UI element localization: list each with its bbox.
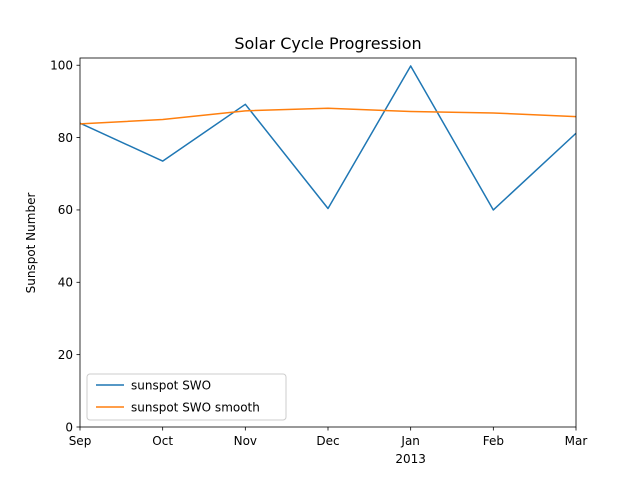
y-tick-label-4: 80: [58, 131, 73, 145]
legend-box: [86, 373, 287, 421]
axes-layer: 0 20 40 60 80 100 Sep Oct Nov Dec Jan Feb Mar 2013: [50, 57, 588, 466]
y-tick-label-2: 40: [58, 276, 73, 290]
x-tick-label-6: Mar: [565, 434, 588, 448]
legend-label-0: sunspot SWO: [131, 379, 211, 393]
series-line-1: [80, 107, 576, 125]
x-tick-label-0: Sep: [69, 434, 92, 448]
y-tick-label-0: 0: [65, 420, 73, 434]
series-layer: [80, 65, 576, 211]
y-axis-label: Sunspot Number: [24, 193, 38, 294]
series-line-0: [80, 65, 576, 211]
x-tick-label-1: Oct: [152, 434, 173, 448]
y-tick-label-5: 100: [50, 59, 73, 73]
chart-title: Solar Cycle Progression: [234, 34, 421, 53]
x-tick-label-5: Feb: [483, 434, 504, 448]
x-tick-label-4: Jan: [400, 434, 420, 448]
y-tick-label-1: 20: [58, 348, 73, 362]
x-tick-label-2: Nov: [234, 434, 257, 448]
legend: sunspot SWO sunspot SWO smooth: [86, 373, 287, 421]
y-tick-label-3: 60: [58, 203, 73, 217]
x-tick-label-3: Dec: [316, 434, 339, 448]
legend-label-1: sunspot SWO smooth: [131, 401, 260, 415]
x-year-label: 2013: [395, 452, 426, 466]
